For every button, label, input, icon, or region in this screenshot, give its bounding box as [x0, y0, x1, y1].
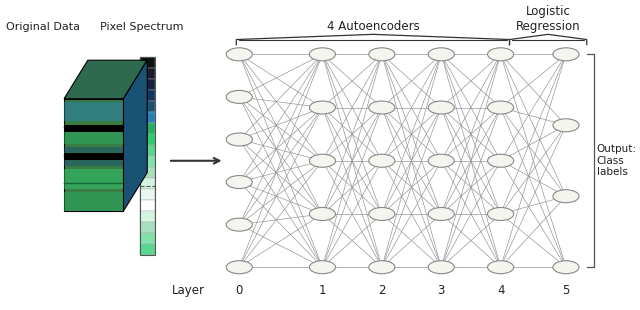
- Circle shape: [553, 190, 579, 203]
- FancyBboxPatch shape: [140, 156, 155, 167]
- Circle shape: [309, 101, 335, 114]
- Text: Original Data: Original Data: [6, 22, 80, 32]
- Polygon shape: [64, 99, 124, 211]
- FancyBboxPatch shape: [140, 222, 155, 233]
- Circle shape: [553, 261, 579, 274]
- FancyBboxPatch shape: [140, 233, 155, 244]
- Circle shape: [369, 48, 395, 61]
- Polygon shape: [64, 102, 124, 121]
- Circle shape: [309, 48, 335, 61]
- Text: Pixel Spectrum: Pixel Spectrum: [100, 22, 183, 32]
- Circle shape: [488, 101, 514, 114]
- Circle shape: [226, 261, 252, 274]
- Polygon shape: [64, 147, 124, 166]
- Circle shape: [488, 261, 514, 274]
- Text: 3: 3: [438, 284, 445, 297]
- Polygon shape: [64, 125, 124, 132]
- Polygon shape: [64, 192, 124, 211]
- Circle shape: [553, 119, 579, 132]
- FancyBboxPatch shape: [140, 123, 155, 134]
- FancyBboxPatch shape: [140, 90, 155, 101]
- Circle shape: [369, 154, 395, 167]
- FancyBboxPatch shape: [140, 244, 155, 255]
- Text: Logistic
Regression: Logistic Regression: [516, 5, 580, 33]
- Text: 4 Autoencoders: 4 Autoencoders: [326, 20, 419, 33]
- Circle shape: [488, 48, 514, 61]
- Text: Output:
Class
labels: Output: Class labels: [597, 144, 637, 177]
- Polygon shape: [64, 170, 124, 188]
- Circle shape: [428, 101, 454, 114]
- Polygon shape: [64, 125, 124, 144]
- Circle shape: [488, 154, 514, 167]
- FancyBboxPatch shape: [140, 178, 155, 189]
- Circle shape: [428, 207, 454, 220]
- FancyBboxPatch shape: [140, 57, 155, 68]
- FancyBboxPatch shape: [140, 211, 155, 222]
- FancyBboxPatch shape: [140, 101, 155, 112]
- Circle shape: [428, 261, 454, 274]
- Circle shape: [428, 154, 454, 167]
- Circle shape: [226, 91, 252, 104]
- Text: 4: 4: [497, 284, 504, 297]
- Text: 5: 5: [563, 284, 570, 297]
- Circle shape: [309, 154, 335, 167]
- Circle shape: [309, 207, 335, 220]
- Polygon shape: [64, 60, 147, 99]
- Circle shape: [226, 133, 252, 146]
- Circle shape: [428, 48, 454, 61]
- FancyBboxPatch shape: [140, 68, 155, 79]
- Polygon shape: [64, 153, 124, 161]
- FancyBboxPatch shape: [140, 145, 155, 156]
- FancyBboxPatch shape: [140, 200, 155, 211]
- FancyBboxPatch shape: [140, 134, 155, 145]
- Circle shape: [369, 261, 395, 274]
- Text: 0: 0: [236, 284, 243, 297]
- Text: 2: 2: [378, 284, 385, 297]
- FancyBboxPatch shape: [140, 189, 155, 200]
- Polygon shape: [124, 60, 147, 211]
- Circle shape: [553, 48, 579, 61]
- FancyBboxPatch shape: [140, 167, 155, 178]
- Circle shape: [369, 207, 395, 220]
- Circle shape: [226, 175, 252, 188]
- Circle shape: [369, 101, 395, 114]
- Circle shape: [309, 261, 335, 274]
- Circle shape: [226, 48, 252, 61]
- Circle shape: [488, 207, 514, 220]
- Text: 1: 1: [319, 284, 326, 297]
- Circle shape: [226, 218, 252, 231]
- FancyBboxPatch shape: [140, 79, 155, 90]
- FancyBboxPatch shape: [140, 112, 155, 123]
- Text: Layer: Layer: [172, 284, 205, 297]
- Bar: [140, 57, 155, 255]
